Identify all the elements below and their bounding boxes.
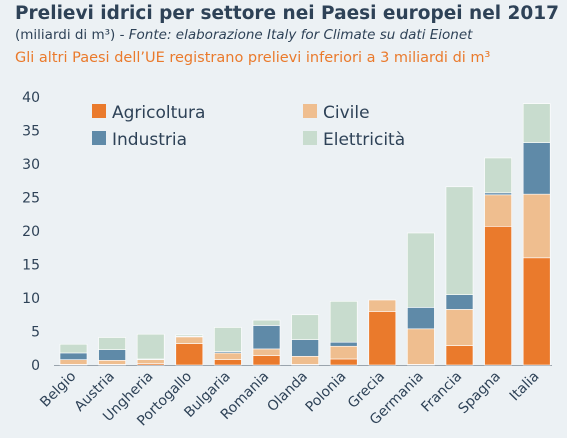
legend-label-elettricita: Elettricità [323, 130, 405, 150]
bar-segment-elettricita [445, 186, 474, 295]
bar-segment-industria [59, 352, 88, 360]
bar-segment-industria [522, 142, 551, 195]
y-tick-label: 20 [22, 224, 40, 240]
y-tick-label: 5 [31, 325, 40, 341]
bar-segment-agricoltura [484, 226, 512, 366]
bar-segment-elettricita [136, 333, 165, 360]
bar-segment-elettricita [98, 337, 126, 350]
bar-segment-civile [291, 355, 319, 365]
bar-segment-industria [252, 325, 281, 350]
bar-segment-agricoltura [175, 343, 204, 366]
x-tick-label: Spagna [455, 369, 504, 418]
bar-segment-agricoltura [252, 355, 281, 366]
legend-label-agricoltura: Agricoltura [112, 103, 205, 123]
subtitle-units: (miliardi di m³) - [15, 27, 129, 43]
bar-segment-civile [214, 352, 242, 360]
bar-segment-industria [329, 341, 358, 347]
bar-segment-civile [98, 360, 126, 365]
bar-segment-agricoltura [214, 359, 242, 366]
y-tick-label: 40 [22, 90, 40, 106]
bar-segment-elettricita [522, 103, 551, 143]
legend-swatch-agricoltura [92, 104, 106, 118]
bar-segment-elettricita [329, 301, 358, 343]
bar-segment-civile [407, 328, 435, 365]
bar-segment-agricoltura [522, 257, 551, 366]
legend-swatch-civile [303, 104, 317, 118]
x-tick-label: Olanda [264, 369, 311, 416]
y-tick-label: 30 [22, 157, 40, 173]
bar-segment-civile [368, 299, 397, 312]
legend-label-civile: Civile [323, 103, 370, 123]
bar-segment-elettricita [291, 314, 319, 340]
subtitle-source: Fonte: elaborazione Italy for Climate su… [128, 27, 473, 43]
y-tick-label: 0 [31, 358, 40, 374]
bar-segment-elettricita [252, 319, 281, 326]
legend-label-industria: Industria [112, 130, 187, 150]
bar-segment-civile [445, 309, 474, 346]
bar-segment-industria [291, 339, 319, 357]
y-tick-label: 35 [22, 124, 40, 140]
bar-segment-civile [59, 359, 88, 365]
bar-segment-elettricita [214, 327, 242, 352]
bar-segment-civile [136, 359, 165, 364]
bar-segment-agricoltura [329, 358, 358, 366]
y-tick-label: 10 [22, 291, 40, 307]
bar-segment-civile [522, 193, 551, 259]
y-tick-label: 15 [22, 258, 40, 274]
x-tick-label: Polonia [303, 369, 350, 416]
y-tick-label: 25 [22, 191, 40, 207]
bar-segment-industria [407, 307, 435, 330]
bar-segment-agricoltura [368, 311, 397, 366]
legend-swatch-industria [92, 131, 106, 145]
bar-segment-agricoltura [445, 345, 474, 366]
chart-title: Prelievi idrici per settore nei Paesi eu… [15, 3, 560, 24]
bar-segment-industria [484, 192, 512, 196]
bar-segment-civile [252, 348, 281, 356]
chart-note: Gli altri Paesi dell’UE registrano preli… [15, 50, 491, 66]
bar-segment-elettricita [175, 334, 204, 337]
bar-segment-elettricita [484, 157, 512, 194]
bar-segment-industria [98, 349, 126, 361]
bar-segment-civile [175, 336, 204, 344]
bar-segment-elettricita [407, 232, 435, 308]
bar-segment-industria [445, 294, 474, 310]
bar-segment-civile [484, 194, 512, 227]
legend-swatch-elettricita [303, 131, 317, 145]
x-tick-label: Italia [507, 369, 543, 405]
bar-segment-civile [329, 345, 358, 360]
bar-segment-elettricita [59, 343, 88, 354]
chart-subtitle: (miliardi di m³) - Fonte: elaborazione I… [15, 27, 472, 43]
